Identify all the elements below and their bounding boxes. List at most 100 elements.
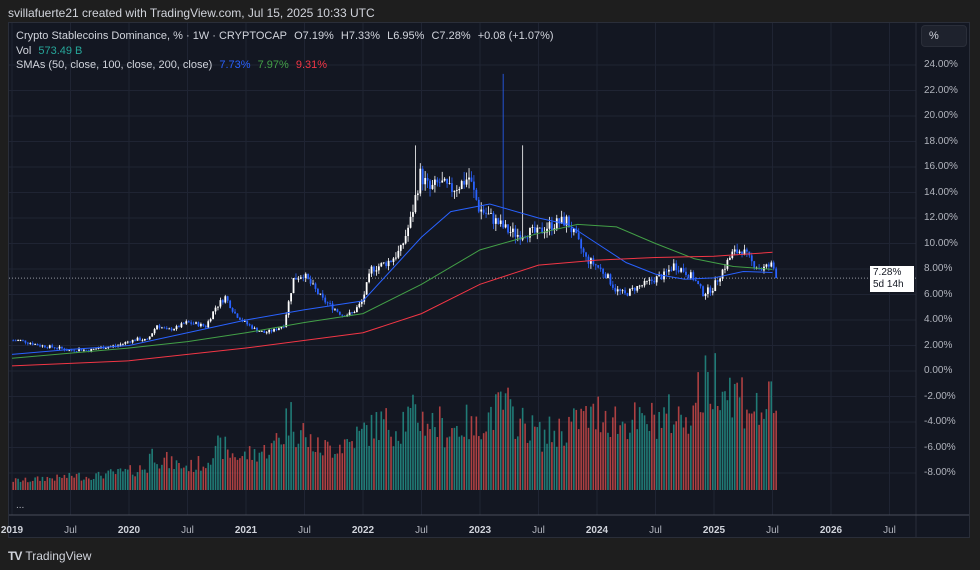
- volume-bar: [285, 408, 288, 490]
- candle-body: [268, 329, 271, 333]
- candle-body: [334, 309, 336, 311]
- volume-bar: [39, 480, 41, 490]
- candle-body: [487, 213, 490, 215]
- candle-body: [24, 340, 27, 343]
- candle-body: [197, 322, 200, 327]
- x-axis-label: 2023: [468, 525, 492, 536]
- volume-bar: [609, 436, 612, 490]
- volume-bar: [421, 411, 424, 490]
- volume-bar: [709, 403, 712, 490]
- volume-bar: [63, 474, 66, 490]
- volume-bar: [495, 394, 497, 490]
- last-price-tag: 7.28% 5d 14h: [870, 266, 914, 292]
- volume-bar: [602, 422, 604, 490]
- volume-bar: [633, 402, 636, 490]
- candle-body: [473, 181, 475, 190]
- volume-bar: [282, 444, 285, 490]
- volume-bar: [768, 381, 770, 490]
- candle-body: [209, 319, 212, 322]
- volume-bar: [621, 421, 624, 490]
- y-axis-label: 10.00%: [924, 237, 958, 249]
- volume-bar: [499, 391, 502, 490]
- candle-body: [382, 262, 385, 264]
- candle-body: [560, 216, 563, 224]
- candle-body: [536, 227, 539, 233]
- volume-bar: [36, 476, 39, 490]
- candle-body: [229, 300, 232, 308]
- candle-body: [204, 325, 207, 328]
- candle-body: [195, 322, 197, 324]
- volume-bar: [541, 451, 543, 490]
- volume-bar: [368, 445, 370, 490]
- candle-body: [180, 323, 183, 328]
- candle-body: [192, 323, 195, 325]
- candle-body: [212, 311, 214, 320]
- volume-label[interactable]: Vol: [16, 45, 32, 57]
- candle-body: [614, 287, 617, 292]
- candle-body: [399, 245, 402, 251]
- candle-body: [265, 332, 268, 334]
- volume-bar: [97, 471, 100, 490]
- candle-body: [558, 218, 561, 224]
- more-options[interactable]: ...: [16, 500, 25, 511]
- symbol-title[interactable]: Crypto Stablecoins Dominance, % · 1W · C…: [16, 30, 288, 42]
- volume-bar: [526, 442, 529, 490]
- volume-bar: [573, 408, 575, 490]
- candle-body: [385, 262, 388, 267]
- volume-bar: [402, 411, 405, 490]
- x-axis-label: Jul: [649, 525, 662, 536]
- candle-body: [285, 314, 288, 327]
- candle-body: [256, 327, 258, 332]
- candle-body: [341, 314, 344, 316]
- candle-body: [129, 341, 132, 343]
- volume-bar: [685, 417, 687, 490]
- candle-body: [299, 277, 302, 279]
- volume-bar: [699, 412, 702, 490]
- volume-bar: [161, 464, 163, 490]
- sma-label[interactable]: SMAs (50, close, 100, close, 200, close): [16, 59, 213, 71]
- volume-bar: [629, 432, 631, 490]
- volume-bar: [209, 464, 212, 490]
- candle-body: [607, 274, 609, 278]
- volume-bar: [156, 464, 158, 490]
- volume-bar: [109, 469, 112, 490]
- volume-bar: [100, 475, 102, 490]
- tradingview-logo[interactable]: TV TradingView: [8, 549, 91, 563]
- volume-bar: [534, 426, 536, 490]
- candle-body: [143, 339, 146, 341]
- candle-body: [292, 278, 295, 294]
- volume-bar: [660, 427, 663, 490]
- volume-bar: [638, 407, 641, 490]
- candle-body: [80, 348, 83, 351]
- volume-bar: [599, 432, 602, 490]
- candle-body: [278, 328, 280, 331]
- volume-bar: [304, 437, 307, 490]
- volume-bar: [165, 451, 168, 490]
- candle-body: [326, 302, 329, 304]
- volume-bar: [733, 383, 736, 490]
- candle-body: [689, 272, 692, 279]
- volume-bar: [641, 413, 643, 490]
- y-axis-label: 24.00%: [924, 59, 958, 70]
- volume-bar: [158, 468, 161, 490]
- x-axis-label: 2021: [234, 525, 258, 536]
- y-axis-label: 2.00%: [924, 339, 953, 351]
- candle-body: [243, 320, 246, 322]
- ohlc-close: C7.28%: [431, 30, 471, 42]
- candle-body: [434, 179, 436, 185]
- volume-bar: [360, 428, 363, 490]
- candle-body: [507, 224, 509, 233]
- candle-body: [426, 178, 429, 181]
- candle-body: [643, 280, 646, 286]
- tradingview-logo-icon: TV: [8, 549, 22, 563]
- candle-body: [31, 343, 34, 345]
- scale-unit-button[interactable]: %: [921, 25, 967, 47]
- candle-body: [78, 348, 80, 352]
- volume-bar: [417, 422, 419, 490]
- candle-body: [711, 291, 714, 293]
- volume-bar: [441, 418, 444, 490]
- candle-body: [178, 326, 180, 328]
- candle-body: [182, 323, 185, 325]
- volume-bar: [658, 411, 660, 490]
